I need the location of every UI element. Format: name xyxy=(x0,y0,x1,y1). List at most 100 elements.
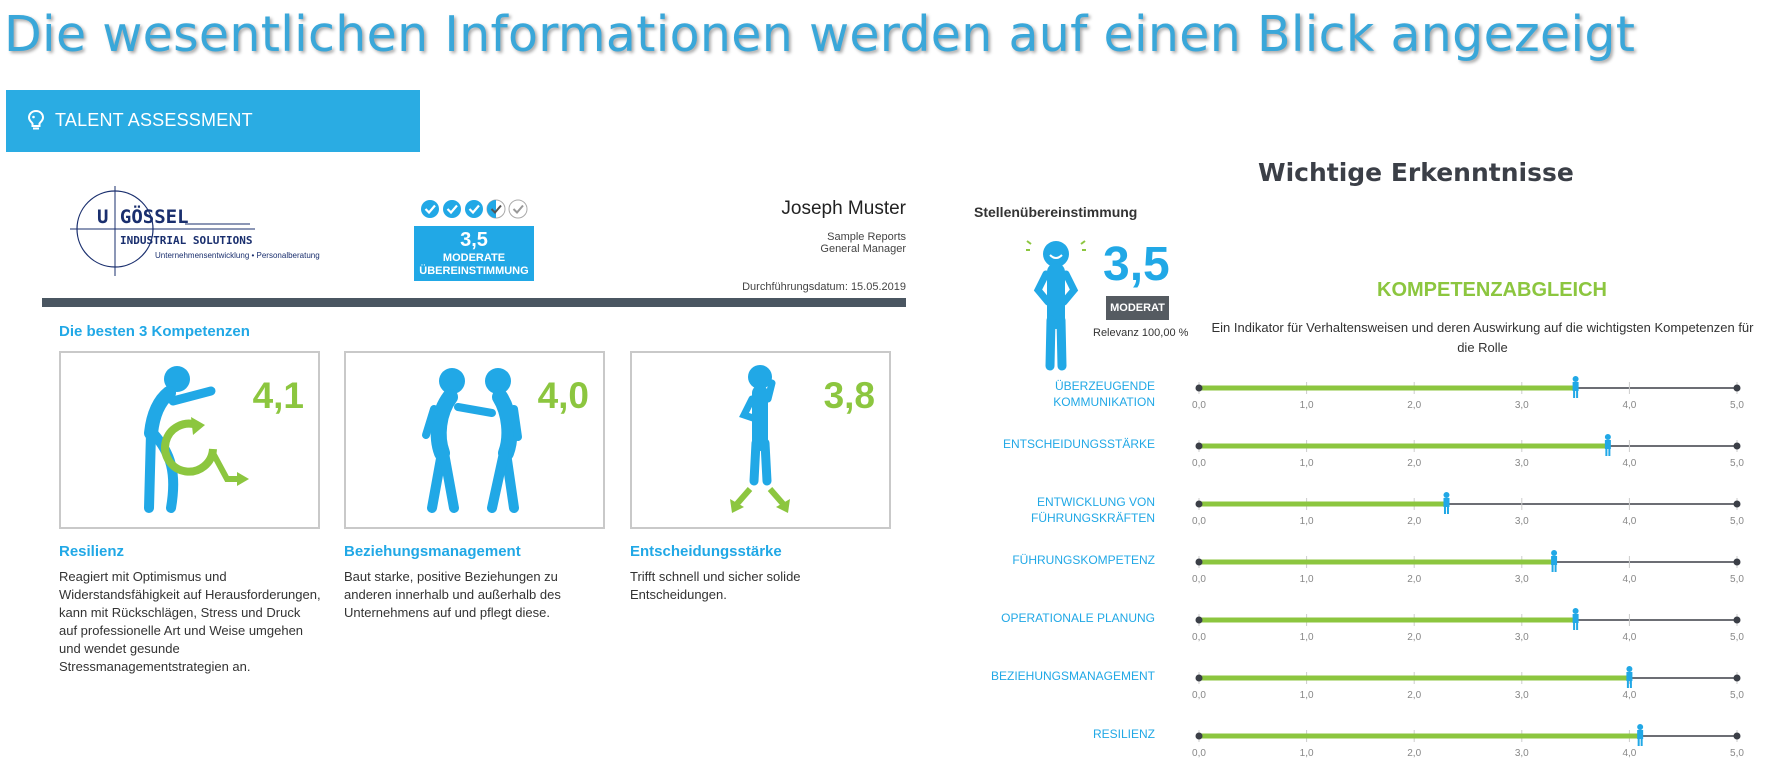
header-divider xyxy=(42,298,906,307)
tick-label: 3,0 xyxy=(1515,632,1529,643)
competency-score: 4,0 xyxy=(537,375,589,416)
bar-end-dot xyxy=(1733,674,1741,682)
competency-card-entscheidungsstaerke: 3,8 xyxy=(630,351,891,529)
tick-label: 4,0 xyxy=(1622,632,1636,643)
tick-label: 5,0 xyxy=(1730,516,1744,527)
tick-label: 0,0 xyxy=(1192,632,1206,643)
match-label-1: MODERATE xyxy=(442,252,506,264)
report-subtitle: Sample Reports xyxy=(827,231,906,243)
tick-label: 2,0 xyxy=(1407,516,1421,527)
competency-card-beziehungsmanagement: 4,0 xyxy=(344,351,605,529)
company-logo: U GÖSSEL INDUSTRIAL SOLUTIONS Unternehme… xyxy=(70,186,370,276)
tick-label: 1,0 xyxy=(1300,748,1314,759)
decision-figure-icon xyxy=(730,365,790,513)
bar-label: FÜHRUNGSKOMPETENZ xyxy=(1012,553,1155,567)
lightbulb-icon xyxy=(27,109,45,137)
competency-description: Trifft schnell und sicher solide Entsche… xyxy=(630,569,801,602)
competency-bar-chart: 0,0 1,0 2,0 3,0 4,0 5,0 0,0 1,0 2,0 3,0 4,0 5,0 0,0 1… xyxy=(1192,376,1744,759)
check-icon xyxy=(443,200,461,218)
value-marker-body xyxy=(1572,614,1579,623)
relationship-figures-icon xyxy=(422,368,522,513)
competency-title: Entscheidungsstärke xyxy=(630,543,782,560)
bar-start-dot xyxy=(1195,384,1203,392)
half-check-icon xyxy=(486,199,506,219)
relevance-text: Relevanz 100,00 % xyxy=(1093,327,1189,339)
tick-label: 0,0 xyxy=(1192,690,1206,701)
tick-label: 4,0 xyxy=(1622,400,1636,411)
resilience-figure-icon xyxy=(144,366,249,513)
value-marker-body xyxy=(1551,556,1558,565)
bar-end-dot xyxy=(1733,616,1741,624)
competency-description: Baut starke, positive Beziehungen zu and… xyxy=(344,569,561,620)
bar-start-dot xyxy=(1195,500,1203,508)
competency-comparison-description: Ein Indikator für Verhaltensweisen und d… xyxy=(1211,320,1754,355)
tick-label: 5,0 xyxy=(1730,400,1744,411)
tick-label: 1,0 xyxy=(1300,690,1314,701)
logo-line1: U GÖSSEL xyxy=(97,206,189,228)
tick-label: 2,0 xyxy=(1407,458,1421,469)
tick-label: 1,0 xyxy=(1300,516,1314,527)
banner-label: TALENT ASSESSMENT xyxy=(55,110,253,130)
job-match-badge: MODERAT xyxy=(1106,296,1169,320)
tick-label: 1,0 xyxy=(1300,458,1314,469)
tick-label: 3,0 xyxy=(1515,690,1529,701)
tick-label: 2,0 xyxy=(1407,748,1421,759)
tick-label: 4,0 xyxy=(1622,748,1636,759)
tick-label: 3,0 xyxy=(1515,400,1529,411)
value-marker-head xyxy=(1637,724,1644,730)
tick-label: 2,0 xyxy=(1407,690,1421,701)
competency-card-resilienz: 4,1 xyxy=(59,351,320,529)
match-score-badge: 3,5 MODERATE ÜBEREINSTIMMUNG xyxy=(414,226,534,281)
tick-label: 2,0 xyxy=(1407,632,1421,643)
bar-end-dot xyxy=(1733,732,1741,740)
logo-tagline: Unternehmensentwicklung • Personalberatu… xyxy=(155,251,320,260)
bar-end-dot xyxy=(1733,500,1741,508)
tick-label: 5,0 xyxy=(1730,690,1744,701)
bar-start-dot xyxy=(1195,616,1203,624)
competency-title: Resilienz xyxy=(59,543,125,560)
check-icon xyxy=(465,200,483,218)
value-marker-body xyxy=(1443,498,1450,507)
logo-line2: INDUSTRIAL SOLUTIONS xyxy=(120,234,253,247)
competency-title: Beziehungsmanagement xyxy=(344,543,521,560)
tick-label: 1,0 xyxy=(1300,400,1314,411)
bar-end-dot xyxy=(1733,442,1741,450)
bar-label: ÜBERZEUGENDE KOMMUNIKATION xyxy=(1053,379,1155,409)
talent-assessment-tab[interactable]: TALENT ASSESSMENT xyxy=(6,90,420,152)
person-name: Joseph Muster xyxy=(781,198,906,219)
tick-label: 0,0 xyxy=(1192,458,1206,469)
value-marker-body xyxy=(1572,382,1579,391)
check-rating xyxy=(420,198,530,225)
job-match-label: Stellenübereinstimmung xyxy=(974,204,1138,220)
happy-person-icon xyxy=(1026,238,1086,378)
competency-description: Reagiert mit Optimismus und Widerstandsf… xyxy=(59,569,321,674)
competency-score: 3,8 xyxy=(823,375,875,416)
tick-label: 2,0 xyxy=(1407,574,1421,585)
empty-check-icon xyxy=(508,199,528,219)
value-marker-body xyxy=(1637,730,1644,739)
tick-label: 5,0 xyxy=(1730,458,1744,469)
value-marker-head xyxy=(1604,434,1611,440)
value-marker-body xyxy=(1604,440,1611,449)
tick-label: 4,0 xyxy=(1622,458,1636,469)
tick-label: 1,0 xyxy=(1300,632,1314,643)
tick-label: 3,0 xyxy=(1515,516,1529,527)
bar-end-dot xyxy=(1733,384,1741,392)
tick-label: 0,0 xyxy=(1192,574,1206,585)
bar-end-dot xyxy=(1733,558,1741,566)
tick-label: 4,0 xyxy=(1622,516,1636,527)
tick-label: 2,0 xyxy=(1407,400,1421,411)
person-role: General Manager xyxy=(820,243,906,255)
tick-label: 5,0 xyxy=(1730,748,1744,759)
match-label-2: ÜBEREINSTIMMUNG xyxy=(419,265,529,277)
bar-start-dot xyxy=(1195,442,1203,450)
competency-comparison-title: KOMPETENZABGLEICH xyxy=(1377,279,1607,301)
bar-label: OPERATIONALE PLANUNG xyxy=(1001,611,1155,625)
tick-label: 5,0 xyxy=(1730,574,1744,585)
value-marker-body xyxy=(1626,672,1633,681)
insights-title: Wichtige Erkenntnisse xyxy=(1258,158,1574,187)
page-headline: Die wesentlichen Informationen werden au… xyxy=(4,6,1636,63)
bar-label: BEZIEHUNGSMANAGEMENT xyxy=(990,669,1155,683)
bar-label: ENTWICKLUNG VON FÜHRUNGSKRÄFTEN xyxy=(1030,495,1155,525)
tick-label: 3,0 xyxy=(1515,574,1529,585)
